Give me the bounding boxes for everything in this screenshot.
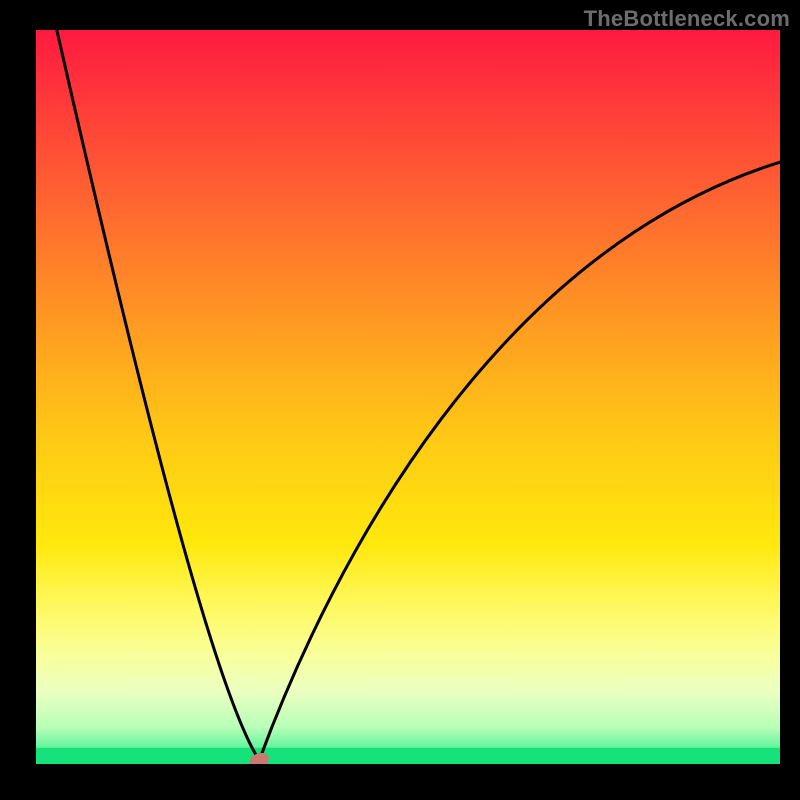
plot-area xyxy=(36,30,780,764)
chart-frame: TheBottleneck.com xyxy=(0,0,800,800)
watermark-text: TheBottleneck.com xyxy=(584,6,790,32)
green-strip xyxy=(36,748,780,764)
plot-svg xyxy=(36,30,780,764)
gradient-background xyxy=(36,30,780,764)
